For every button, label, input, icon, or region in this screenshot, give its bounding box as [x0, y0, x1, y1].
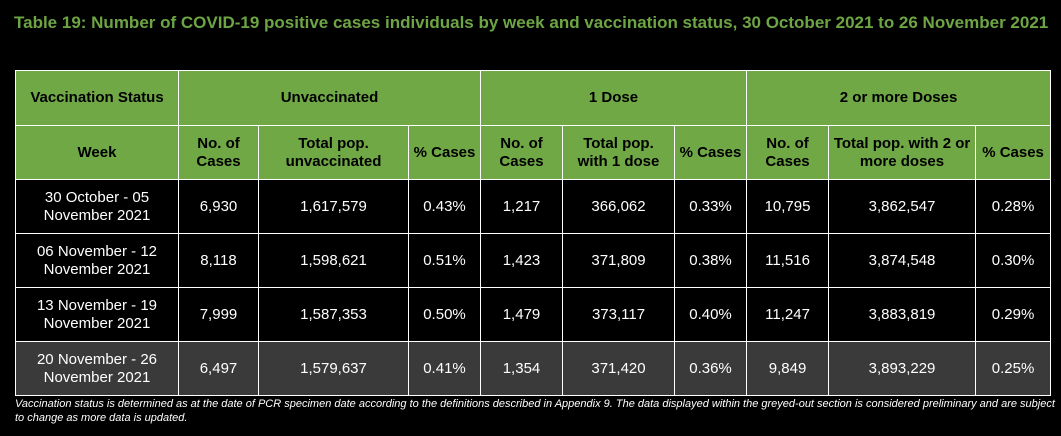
column-header: % Cases [673, 125, 748, 180]
table-row-preliminary: 20 November - 26 November 2021 6,497 1,5… [15, 341, 1052, 396]
column-header: No. of Cases [746, 125, 830, 180]
table-cell: 1,598,621 [258, 233, 409, 288]
table-cell: 0.30% [975, 233, 1052, 288]
table-cell: 371,809 [562, 233, 675, 288]
group-header-2-doses: 2 or more Doses [746, 70, 1052, 126]
table-cell: 1,354 [480, 341, 563, 396]
table-cell: 0.40% [673, 287, 748, 342]
column-header: Total pop. unvaccinated [258, 125, 409, 180]
table-cell: 0.50% [408, 287, 481, 342]
group-header-unvaccinated: Unvaccinated [178, 70, 481, 126]
table-cell: 366,062 [562, 179, 675, 234]
table-cell: 1,587,353 [258, 287, 409, 342]
table-cell: 1,579,637 [258, 341, 409, 396]
table-row: 06 November - 12 November 2021 8,118 1,5… [15, 233, 1052, 288]
table-title: Table 19: Number of COVID-19 positive ca… [14, 13, 1049, 32]
table-cell: 0.33% [673, 179, 748, 234]
table-cell: 0.28% [975, 179, 1052, 234]
table-cell: 371,420 [562, 341, 675, 396]
column-header-row: Week No. of Cases Total pop. unvaccinate… [15, 125, 1052, 180]
table-row: 13 November - 19 November 2021 7,999 1,5… [15, 287, 1052, 342]
column-header: No. of Cases [178, 125, 259, 180]
week-cell: 20 November - 26 November 2021 [15, 341, 179, 396]
week-cell: 30 October - 05 November 2021 [15, 179, 179, 234]
column-header: % Cases [975, 125, 1052, 180]
table-cell: 6,497 [178, 341, 259, 396]
footnote: Vaccination status is determined as at t… [15, 398, 1055, 424]
group-header-1-dose: 1 Dose [479, 70, 748, 126]
column-header: No. of Cases [480, 125, 563, 180]
table-cell: 3,862,547 [828, 179, 977, 234]
table-cell: 3,883,819 [828, 287, 977, 342]
table-cell: 0.43% [408, 179, 481, 234]
table-cell: 0.25% [975, 341, 1052, 396]
column-header: Total pop. with 1 dose [562, 125, 675, 180]
table-cell: 0.41% [408, 341, 481, 396]
week-cell: 06 November - 12 November 2021 [15, 233, 179, 288]
table-cell: 0.36% [673, 341, 748, 396]
table-cell: 11,516 [746, 233, 830, 288]
table-cell: 8,118 [178, 233, 259, 288]
column-header: Total pop. with 2 or more doses [828, 125, 977, 180]
column-header: % Cases [408, 125, 481, 180]
table-cell: 10,795 [746, 179, 830, 234]
week-cell: 13 November - 19 November 2021 [15, 287, 179, 342]
covid-cases-table: Vaccination Status Unvaccinated 1 Dose 2… [15, 70, 1052, 396]
table-cell: 1,479 [480, 287, 563, 342]
table-cell: 1,423 [480, 233, 563, 288]
table-cell: 9,849 [746, 341, 830, 396]
table-cell: 3,874,548 [828, 233, 977, 288]
table-cell: 1,617,579 [258, 179, 409, 234]
table-cell: 0.29% [975, 287, 1052, 342]
table-cell: 7,999 [178, 287, 259, 342]
table-cell: 3,893,229 [828, 341, 977, 396]
table-cell: 1,217 [480, 179, 563, 234]
group-header-row: Vaccination Status Unvaccinated 1 Dose 2… [15, 70, 1052, 126]
table-cell: 0.51% [408, 233, 481, 288]
table-cell: 11,247 [746, 287, 830, 342]
table-row: 30 October - 05 November 2021 6,930 1,61… [15, 179, 1052, 234]
table-cell: 0.38% [673, 233, 748, 288]
vaccination-status-header: Vaccination Status [15, 70, 179, 126]
table-cell: 373,117 [562, 287, 675, 342]
table-cell: 6,930 [178, 179, 259, 234]
week-header: Week [15, 125, 179, 180]
